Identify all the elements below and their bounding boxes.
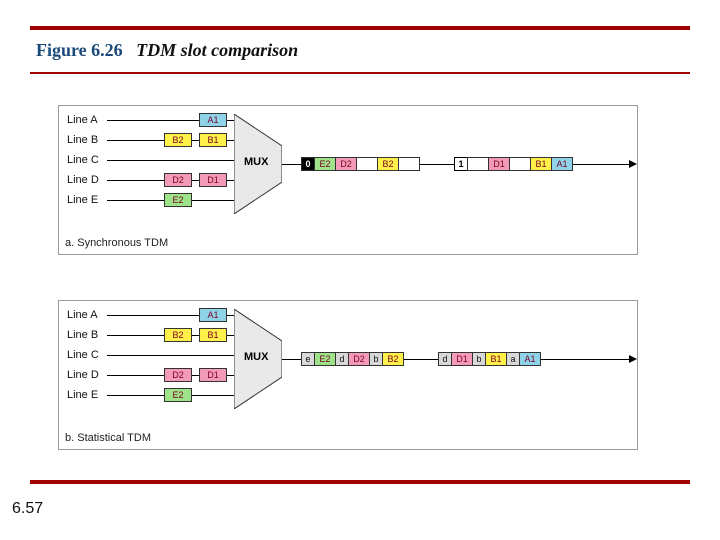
input-slot: D1 xyxy=(199,173,227,187)
frame-slot: E2 xyxy=(314,352,336,366)
input-line-label: Line E xyxy=(67,194,98,206)
input-slot: D2 xyxy=(164,368,192,382)
frame-slot xyxy=(398,157,420,171)
frame-addr-tag: b xyxy=(369,352,383,366)
frame-slot: D1 xyxy=(451,352,473,366)
frame-slot xyxy=(467,157,489,171)
frame-header: 0 xyxy=(301,157,315,171)
panel-synchronous-tdm: a. Synchronous TDM Line A A1 Line B B2 B1 Lin… xyxy=(58,105,638,255)
frame-slot: D1 xyxy=(488,157,510,171)
frame-slot: B2 xyxy=(382,352,404,366)
mux: MUX xyxy=(234,114,282,214)
input-slot: B2 xyxy=(164,133,192,147)
input-slot: D1 xyxy=(199,368,227,382)
figure-title: Figure 6.26 TDM slot comparison xyxy=(36,40,298,61)
input-line-label: Line C xyxy=(67,349,99,361)
frame-slot xyxy=(356,157,378,171)
input-slot: A1 xyxy=(199,113,227,127)
frame-addr-tag: e xyxy=(301,352,315,366)
frame-addr-tag: d xyxy=(335,352,349,366)
frame-slot: B1 xyxy=(530,157,552,171)
input-line-label: Line A xyxy=(67,309,98,321)
input-slot: E2 xyxy=(164,193,192,207)
input-line-label: Line D xyxy=(67,174,99,186)
frame-addr-tag: b xyxy=(472,352,486,366)
input-line-label: Line E xyxy=(67,389,98,401)
panel-statistical-tdm: b. Statistical TDM Line A A1 Line B B2 B1 Lin… xyxy=(58,300,638,450)
output-frame: 0E2D2 B2 xyxy=(302,157,420,171)
arrowhead-icon xyxy=(629,355,637,363)
input-slot: E2 xyxy=(164,388,192,402)
input-wire xyxy=(107,355,234,356)
input-line-label: Line A xyxy=(67,114,98,126)
output-frame: eE2dD2bB2 xyxy=(302,352,404,366)
top-rule xyxy=(30,26,690,30)
input-slot: B2 xyxy=(164,328,192,342)
frame-slot xyxy=(509,157,531,171)
page-number: 6.57 xyxy=(12,500,43,518)
frame-slot: A1 xyxy=(519,352,541,366)
frame-slot: D2 xyxy=(335,157,357,171)
output-frame: 1 D1 B1A1 xyxy=(455,157,573,171)
frame-slot: E2 xyxy=(314,157,336,171)
figure-caption: TDM slot comparison xyxy=(136,40,298,60)
frame-slot: B1 xyxy=(485,352,507,366)
input-line-label: Line B xyxy=(67,329,98,341)
panel-caption: b. Statistical TDM xyxy=(65,432,151,444)
arrowhead-icon xyxy=(629,160,637,168)
frame-addr-tag: a xyxy=(506,352,520,366)
frame-header: 1 xyxy=(454,157,468,171)
input-line-label: Line B xyxy=(67,134,98,146)
input-slot: D2 xyxy=(164,173,192,187)
mux-label: MUX xyxy=(244,156,268,168)
panel-caption: a. Synchronous TDM xyxy=(65,237,168,249)
frame-slot: B2 xyxy=(377,157,399,171)
frame-slot: A1 xyxy=(551,157,573,171)
mux: MUX xyxy=(234,309,282,409)
input-line-label: Line C xyxy=(67,154,99,166)
figure-number: Figure 6.26 xyxy=(36,40,123,60)
input-slot: A1 xyxy=(199,308,227,322)
input-slot: B1 xyxy=(199,328,227,342)
input-slot: B1 xyxy=(199,133,227,147)
bottom-rule xyxy=(30,480,690,484)
mux-label: MUX xyxy=(244,351,268,363)
frame-slot: D2 xyxy=(348,352,370,366)
frame-addr-tag: d xyxy=(438,352,452,366)
input-line-label: Line D xyxy=(67,369,99,381)
title-underline xyxy=(30,72,690,74)
output-frame: dD1bB1aA1 xyxy=(439,352,541,366)
input-wire xyxy=(107,160,234,161)
